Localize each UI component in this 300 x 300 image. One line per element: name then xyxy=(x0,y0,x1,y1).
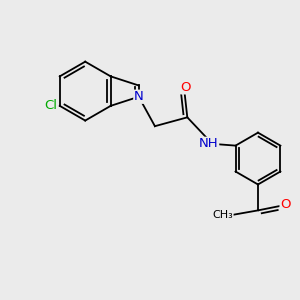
Text: Cl: Cl xyxy=(44,99,57,112)
Text: O: O xyxy=(280,198,291,211)
Text: NH: NH xyxy=(199,137,219,150)
Text: CH₃: CH₃ xyxy=(212,210,233,220)
Text: N: N xyxy=(134,90,144,103)
Text: O: O xyxy=(181,81,191,94)
